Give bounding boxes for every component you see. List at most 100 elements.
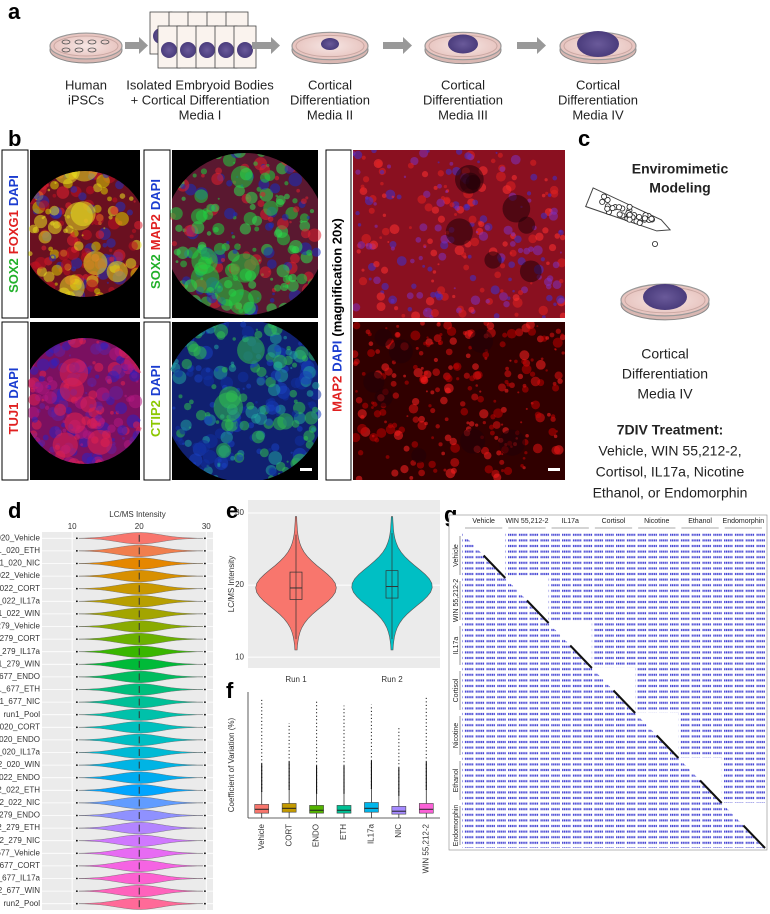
rosette [193,346,207,360]
tissue-blob [420,376,429,385]
tissue-blob [276,412,280,417]
tissue-blob [411,441,419,448]
micrograph [27,150,144,318]
tissue-blob [355,169,361,175]
tissue-blob [517,373,524,380]
tissue-blob [119,193,126,199]
tissue-blob [426,336,429,339]
tissue-blob [129,196,134,201]
tissue-blob [443,468,447,472]
tissue-blob [379,236,383,239]
violin [78,658,204,671]
x-tick-label: ENDO [312,824,321,847]
outlier [204,638,206,640]
tissue-blob [509,249,517,257]
row-label: WIN 55,212-2 [453,579,460,622]
cell-cluster [87,47,97,53]
tissue-blob [375,349,381,354]
tissue-blob [81,234,84,237]
tissue-blob [424,421,428,426]
tissue-blob [416,291,424,299]
tissue-blob [45,384,49,389]
tissue-blob [269,298,275,303]
tissue-blob [472,363,479,371]
outlier [204,575,206,577]
outlier [204,839,206,842]
tissue-blob [268,448,272,452]
tissue-blob [288,172,303,187]
rosette [228,289,254,315]
tissue-blob [233,161,236,164]
tissue-blob [464,152,472,160]
stain-word: TUJ1 [6,403,21,435]
tissue-blob [89,452,93,456]
rosette [64,412,86,434]
tissue-blob [371,401,375,405]
tissue-blob [400,465,409,474]
tissue-blob [357,241,366,249]
x-tick-label: 30 [202,522,211,531]
tissue [24,338,146,464]
tissue-blob [522,456,526,460]
tissue-blob [369,432,378,442]
rosette [230,165,254,189]
rosette [87,429,113,455]
stage-label: Cortical [441,77,485,92]
tissue-blob [180,183,186,190]
tissue-blob [419,150,429,158]
tissue-blob [311,247,321,257]
tissue-blob [32,382,44,393]
embryoid-body [321,38,339,50]
tissue-blob [195,410,207,421]
tissue-blob [526,191,532,196]
violin [78,595,204,608]
stage-label: Isolated Embryoid Bodies [126,77,274,92]
tissue-blob [536,325,539,328]
embryoid-body [199,42,215,58]
tissue-blob [99,412,102,415]
tissue-blob [548,243,557,252]
stain-word: CTIP2 [148,400,163,437]
y-tick-label: run2_279_ENDO [0,811,40,820]
tissue-blob [424,203,433,212]
y-tick-label: run2_020_ENDO [0,735,40,744]
tissue-blob [169,207,183,221]
tissue-blob [299,220,303,224]
outlier [204,789,206,792]
tissue-blob [293,399,298,404]
tissue-blob [85,279,98,292]
stain-label: CTIP2 DAPI [148,365,163,437]
tissue-blob [482,351,490,359]
tissue-blob [296,273,308,285]
y-tick-label: run2_020_CORT [0,722,40,731]
y-axis-label: LC/MS Intensity [227,556,236,612]
tissue-blob [485,299,490,304]
x-tick-label: Vehicle [257,823,266,849]
tissue-blob [259,164,271,176]
embryoid-body [161,42,177,58]
y-tick-label: run2_279_ETH [0,823,40,832]
pipette-bead [626,216,633,223]
outlier [204,537,206,540]
tissue-blob [380,181,384,186]
tissue-blob [125,258,137,269]
outlier [75,802,78,804]
tissue-blob [430,249,438,257]
tissue-blob [129,371,140,382]
tissue-blob [445,168,452,175]
tissue-blob [213,242,227,255]
tissue-blob [296,426,303,432]
tissue-blob [230,231,234,235]
tissue-blob [64,407,72,414]
tissue-blob [547,193,552,197]
tissue-blob [107,196,112,202]
tissue-blob [175,425,181,431]
tissue-blob [257,406,267,415]
tissue-blob [106,238,116,248]
violin [78,885,204,898]
tissue-blob [269,183,281,194]
tissue-blob [431,279,435,283]
tissue-blob [70,186,78,193]
